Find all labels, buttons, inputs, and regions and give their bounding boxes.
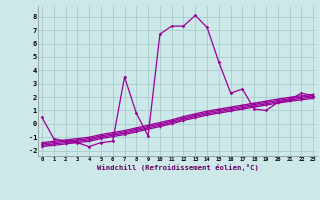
X-axis label: Windchill (Refroidissement éolien,°C): Windchill (Refroidissement éolien,°C)	[97, 164, 259, 171]
